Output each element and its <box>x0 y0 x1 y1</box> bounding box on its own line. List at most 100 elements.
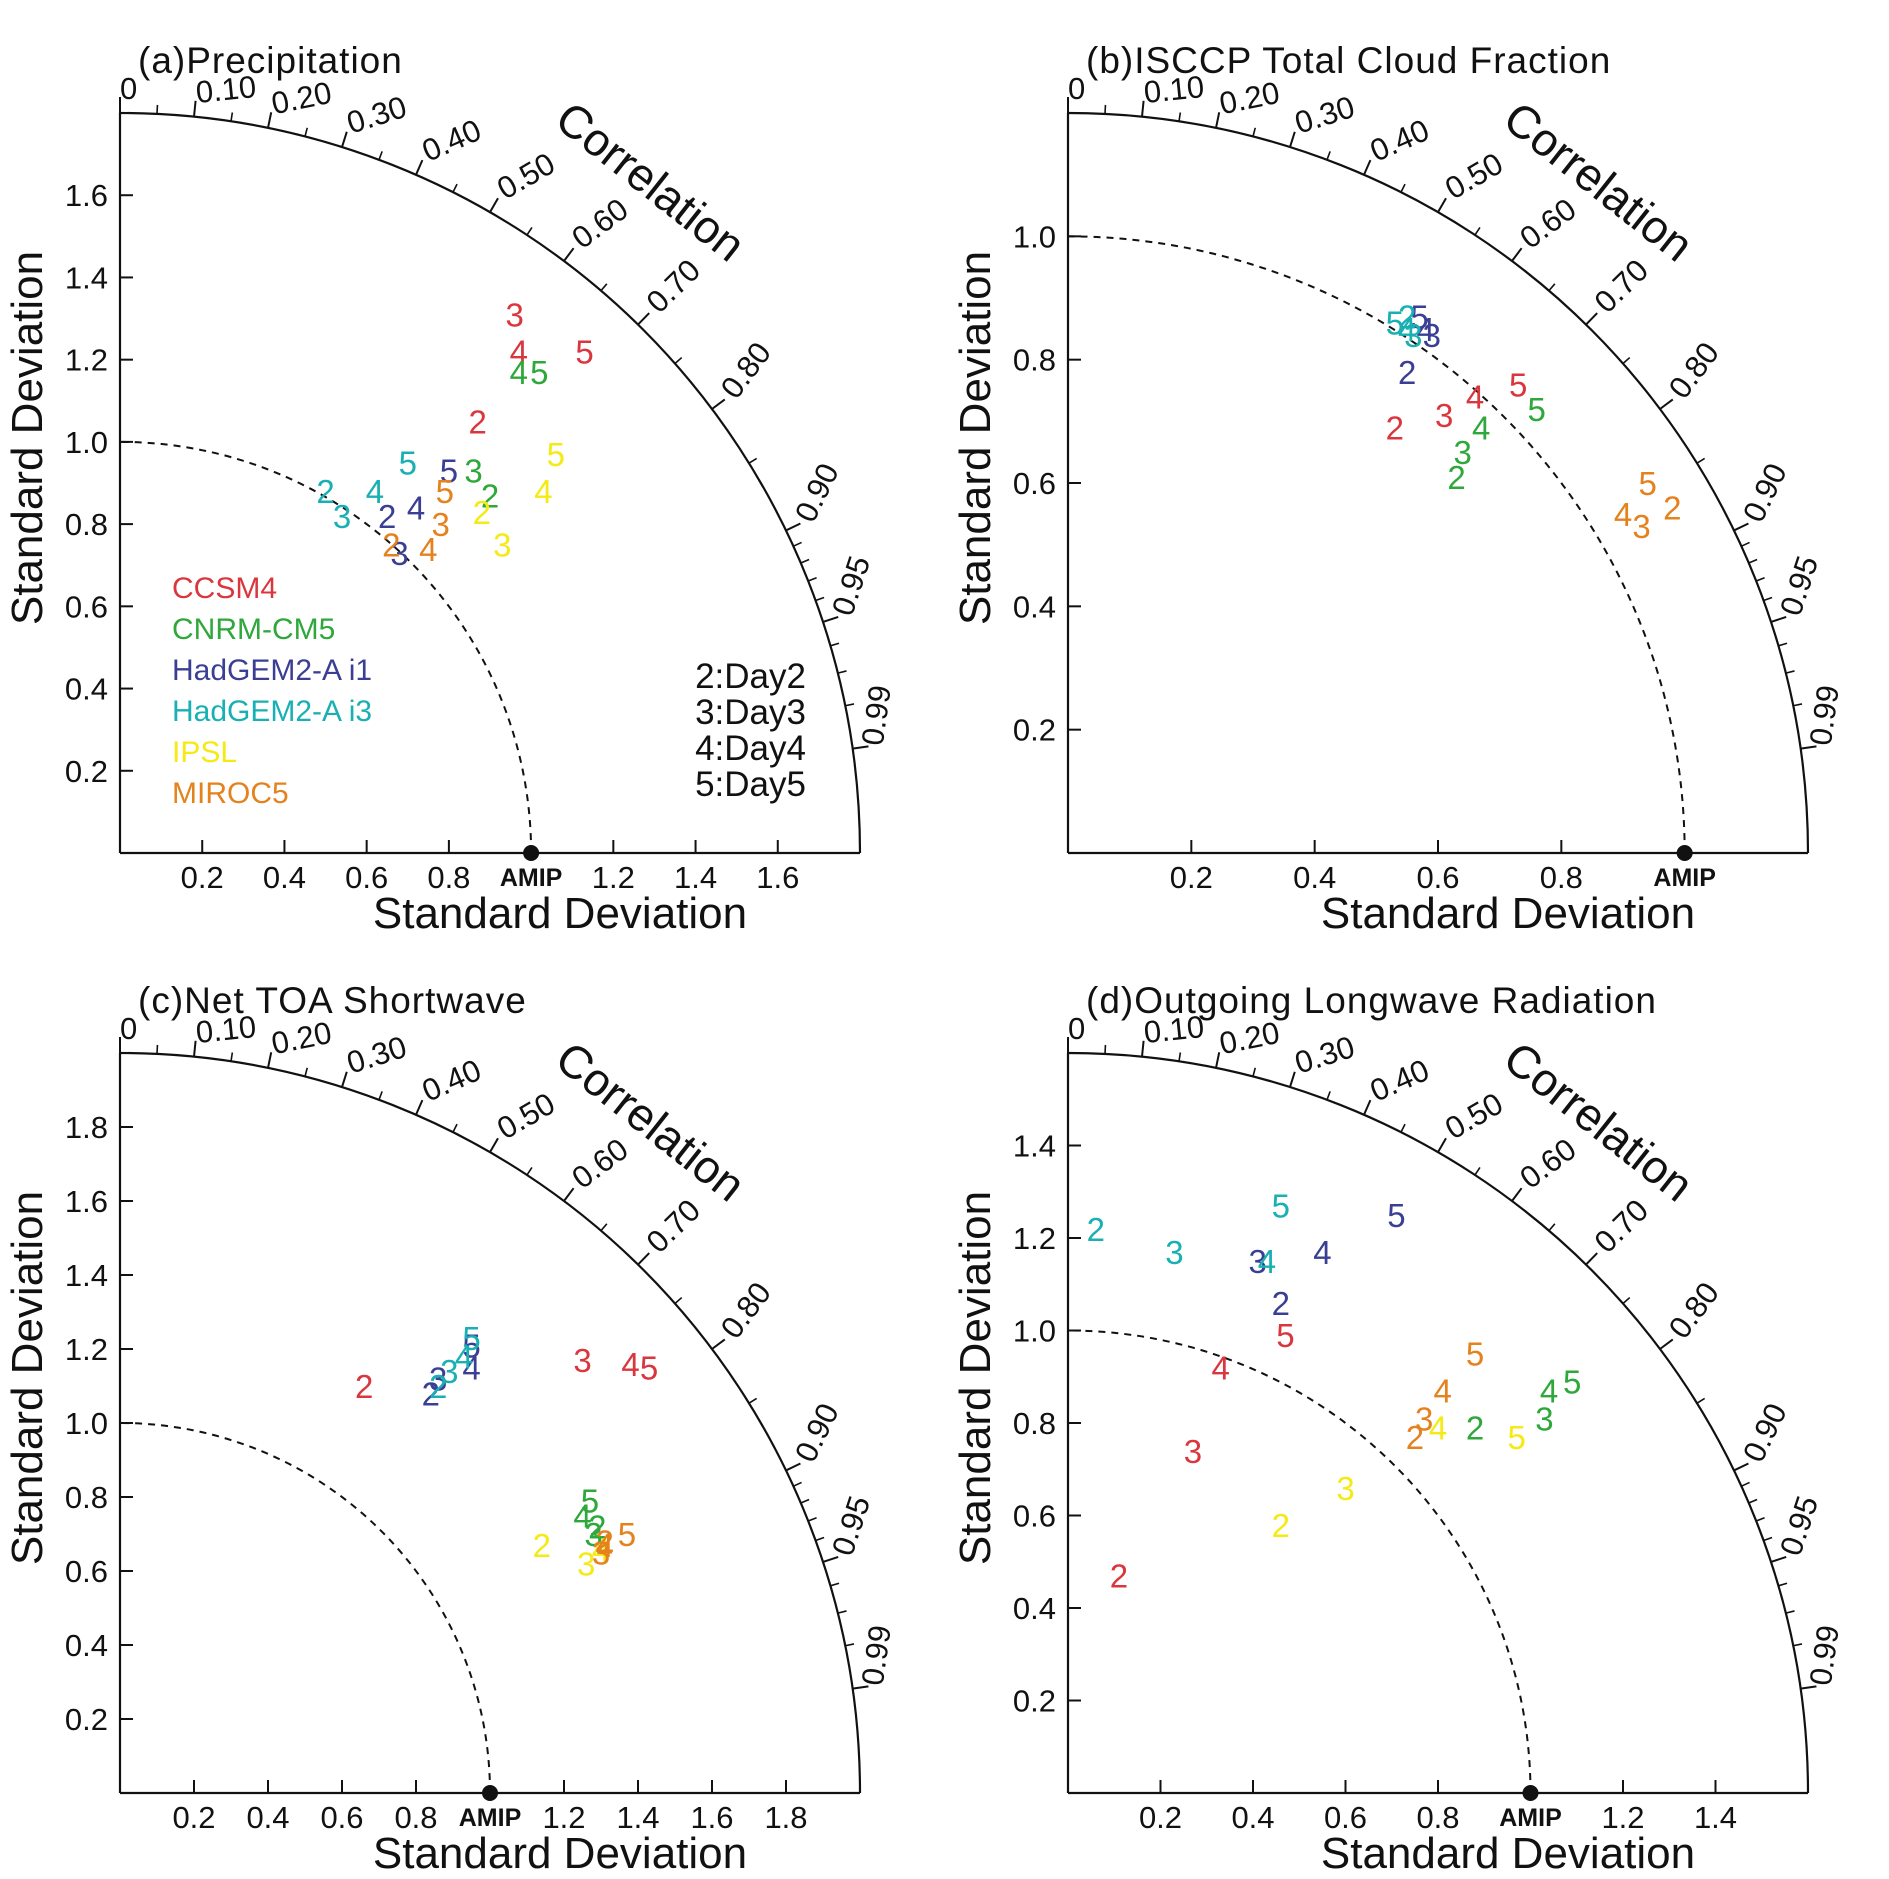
correlation-tick-label: 0.70 <box>640 1192 708 1259</box>
panel-title: (b)ISCCP Total Cloud Fraction <box>1086 40 1611 81</box>
correlation-tick-mark <box>785 522 801 532</box>
x-tick-label: 1.2 <box>1601 1800 1644 1835</box>
legend-model-entry: HadGEM2-A i3 <box>172 695 372 728</box>
correlation-tick-label: 0.40 <box>1365 112 1434 168</box>
correlation-tick-mark <box>1733 522 1749 532</box>
correlation-arc <box>119 111 862 854</box>
correlation-minor-tick <box>793 541 802 547</box>
x-tick-label: 0.4 <box>1293 860 1336 895</box>
data-point-label: 3 <box>505 296 523 333</box>
correlation-minor-tick <box>1785 670 1795 674</box>
reference-std-arc <box>119 1422 491 1794</box>
correlation-minor-tick <box>1763 596 1773 602</box>
data-point-label: 4 <box>1433 1373 1451 1410</box>
y-tick-label: 0.6 <box>65 1554 108 1589</box>
correlation-minor-tick <box>800 1498 810 1504</box>
correlation-minor-tick <box>378 1091 383 1101</box>
x-tick-label: 0.6 <box>1416 860 1459 895</box>
panel-title: (d)Outgoing Longwave Radiation <box>1086 980 1657 1021</box>
correlation-tick-label: 0.99 <box>1803 1623 1846 1688</box>
legend-model-entry: MIROC5 <box>172 777 289 810</box>
data-point-label: 2 <box>1663 490 1681 527</box>
reference-point-marker <box>523 845 540 861</box>
correlation-tick-mark <box>1800 745 1817 750</box>
x-tick-label: 1.2 <box>592 860 635 895</box>
correlation-minor-tick <box>600 1223 608 1232</box>
correlation-tick-mark <box>1437 1137 1447 1153</box>
correlation-tick-label: 0.70 <box>1588 252 1656 319</box>
correlation-tick-label: 0 <box>120 71 137 106</box>
data-point-label: 4 <box>1614 496 1632 533</box>
data-point-label: 2 <box>533 1527 551 1564</box>
data-point-label: 2 <box>422 1375 440 1412</box>
correlation-minor-tick <box>1741 1481 1750 1487</box>
correlation-minor-tick <box>1178 112 1182 122</box>
data-point-label: 3 <box>1423 317 1441 354</box>
data-point-label: 3 <box>1404 317 1422 354</box>
reference-label: AMIP <box>500 864 563 892</box>
data-point-label: 2 <box>1087 1211 1105 1248</box>
correlation-tick-label: 0.90 <box>1736 458 1794 528</box>
data-point-label: 2 <box>1110 1558 1128 1595</box>
x-axis-title: Standard Deviation <box>1321 889 1695 938</box>
data-point-label: 2 <box>481 477 499 514</box>
correlation-tick-label: 0.95 <box>1773 1492 1825 1560</box>
reference-std-arc <box>119 440 533 854</box>
correlation-minor-tick <box>452 183 458 193</box>
correlation-minor-tick <box>748 457 758 464</box>
data-point-label: 3 <box>333 498 351 535</box>
data-point-label: 4 <box>366 473 384 510</box>
data-point-label: 4 <box>1540 1373 1558 1410</box>
y-tick-label: 0.4 <box>65 672 108 707</box>
correlation-tick-label: 0.10 <box>1142 69 1206 110</box>
reference-label: AMIP <box>1499 1804 1562 1832</box>
x-tick-label: 0.6 <box>345 860 388 895</box>
correlation-tick-mark <box>489 1137 499 1153</box>
data-point-label: 2 <box>382 527 400 564</box>
correlation-minor-tick <box>1748 1498 1758 1504</box>
correlation-minor-tick <box>378 151 383 161</box>
correlation-tick-mark <box>1800 1685 1817 1690</box>
data-point-label: 4 <box>407 490 425 527</box>
x-axis-title: Standard Deviation <box>373 889 747 938</box>
reference-std-arc <box>1067 1329 1532 1794</box>
correlation-tick-mark <box>341 1071 348 1088</box>
correlation-minor-tick <box>793 1481 802 1487</box>
correlation-tick-label: 0 <box>1068 71 1085 106</box>
correlation-minor-tick <box>837 1610 847 1614</box>
correlation-tick-mark <box>1585 312 1598 326</box>
data-point-label: 5 <box>399 444 417 481</box>
correlation-tick-mark <box>637 312 650 326</box>
data-point-label: 4 <box>1313 1234 1331 1271</box>
data-point-label: 3 <box>577 1546 595 1583</box>
correlation-tick-label: 0.99 <box>855 683 898 748</box>
correlation-tick-mark <box>822 1555 839 1563</box>
y-tick-label: 0.6 <box>1013 466 1056 501</box>
correlation-arc <box>1067 111 1810 854</box>
data-point-label: 4 <box>1472 410 1490 447</box>
y-tick-label: 1.4 <box>65 1258 108 1293</box>
correlation-tick-label: 0.20 <box>1216 75 1282 121</box>
y-axis-title: Standard Deviation <box>951 1191 1000 1565</box>
correlation-tick-mark <box>193 100 197 117</box>
y-tick-label: 1.4 <box>65 260 108 295</box>
data-point-label: 5 <box>1563 1363 1581 1400</box>
data-point-label: 2 <box>1466 1410 1484 1447</box>
legend-model-entry: IPSL <box>172 736 237 769</box>
x-tick-label: 1.8 <box>764 1800 807 1835</box>
y-tick-label: 0.6 <box>65 589 108 624</box>
correlation-minor-tick <box>845 703 855 707</box>
correlation-minor-tick <box>230 1052 234 1062</box>
correlation-tick-mark <box>1289 1071 1296 1088</box>
y-tick-label: 1.2 <box>1013 1221 1056 1256</box>
x-tick-label: 0.6 <box>1324 1800 1367 1835</box>
correlation-arc <box>119 1051 862 1794</box>
data-point-label: 2 <box>1272 1285 1290 1322</box>
data-point-label: 5 <box>1276 1317 1294 1354</box>
correlation-minor-tick <box>1474 1167 1481 1176</box>
correlation-minor-tick <box>1785 1610 1795 1614</box>
data-point-label: 4 <box>419 531 437 568</box>
correlation-tick-mark <box>1511 1187 1523 1202</box>
